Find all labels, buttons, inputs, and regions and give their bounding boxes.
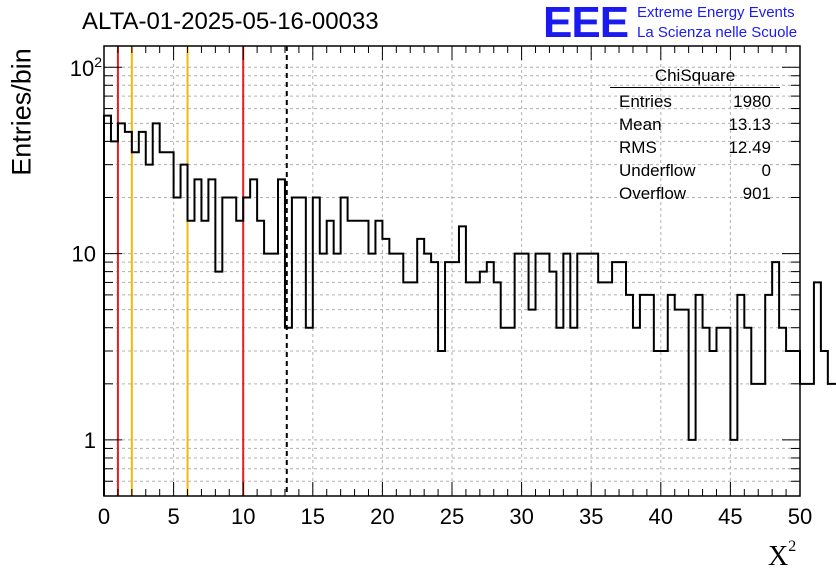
grid <box>104 46 800 497</box>
x-tick-label: 0 <box>98 504 110 529</box>
x-tick-label: 25 <box>440 504 464 529</box>
x-tick-label: 15 <box>301 504 325 529</box>
stat-row-mean: Mean 13.13 <box>610 113 780 136</box>
x-tick-label: 20 <box>370 504 394 529</box>
stat-label: Mean <box>619 115 662 134</box>
stat-value: 0 <box>761 161 771 180</box>
logo-line-1: Extreme Energy Events <box>637 4 795 21</box>
x-tick-label: 10 <box>231 504 255 529</box>
x-axis-label-sup: 2 <box>788 538 797 555</box>
stat-label: RMS <box>619 138 657 157</box>
logo-line-2: La Scienza nelle Scuole <box>637 24 798 41</box>
x-axis-label: X2 <box>768 538 796 573</box>
x-tick-label: 5 <box>167 504 179 529</box>
x-tick-label: 50 <box>788 504 812 529</box>
x-tick-label: 30 <box>509 504 533 529</box>
histogram-series <box>103 114 836 496</box>
stat-row-overflow: Overflow 901 <box>610 182 780 205</box>
eee-logo: EEE <box>543 0 629 47</box>
stat-label: Underflow <box>619 161 696 180</box>
run-title: ALTA-01-2025-05-16-00033 <box>82 8 379 35</box>
y-tick-label: 1 <box>84 428 96 453</box>
stat-row-underflow: Underflow 0 <box>610 159 780 182</box>
y-tick-label: 10 <box>72 242 96 267</box>
axis-ticks <box>103 46 801 497</box>
stats-box: ChiSquare Entries 1980 Mean 13.13 RMS 12.49… <box>610 66 780 205</box>
x-tick-label: 35 <box>579 504 603 529</box>
stat-value: 12.49 <box>728 138 771 157</box>
stat-row-rms: RMS 12.49 <box>610 136 780 159</box>
x-tick-label: 40 <box>649 504 673 529</box>
stat-label: Overflow <box>619 184 687 203</box>
x-axis-label-text: X <box>768 541 789 572</box>
x-tick-label: 45 <box>718 504 742 529</box>
stat-value: 1980 <box>733 92 771 111</box>
y-axis-label: Entries/bin <box>0 0 46 176</box>
x-tick-labels: 0 5 10 15 20 25 30 35 40 45 50 <box>98 504 812 529</box>
stat-row-entries: Entries 1980 <box>610 90 780 113</box>
stats-title: ChiSquare <box>610 66 780 88</box>
stat-label: Entries <box>619 92 672 111</box>
y-tick-labels: 1 10 102 <box>70 54 102 453</box>
reference-lines <box>116 46 288 496</box>
stat-value: 901 <box>742 184 771 203</box>
y-axis-label-text: Entries/bin <box>6 48 37 176</box>
stat-value: 13.13 <box>728 115 771 134</box>
y-tick-label: 102 <box>70 54 102 81</box>
